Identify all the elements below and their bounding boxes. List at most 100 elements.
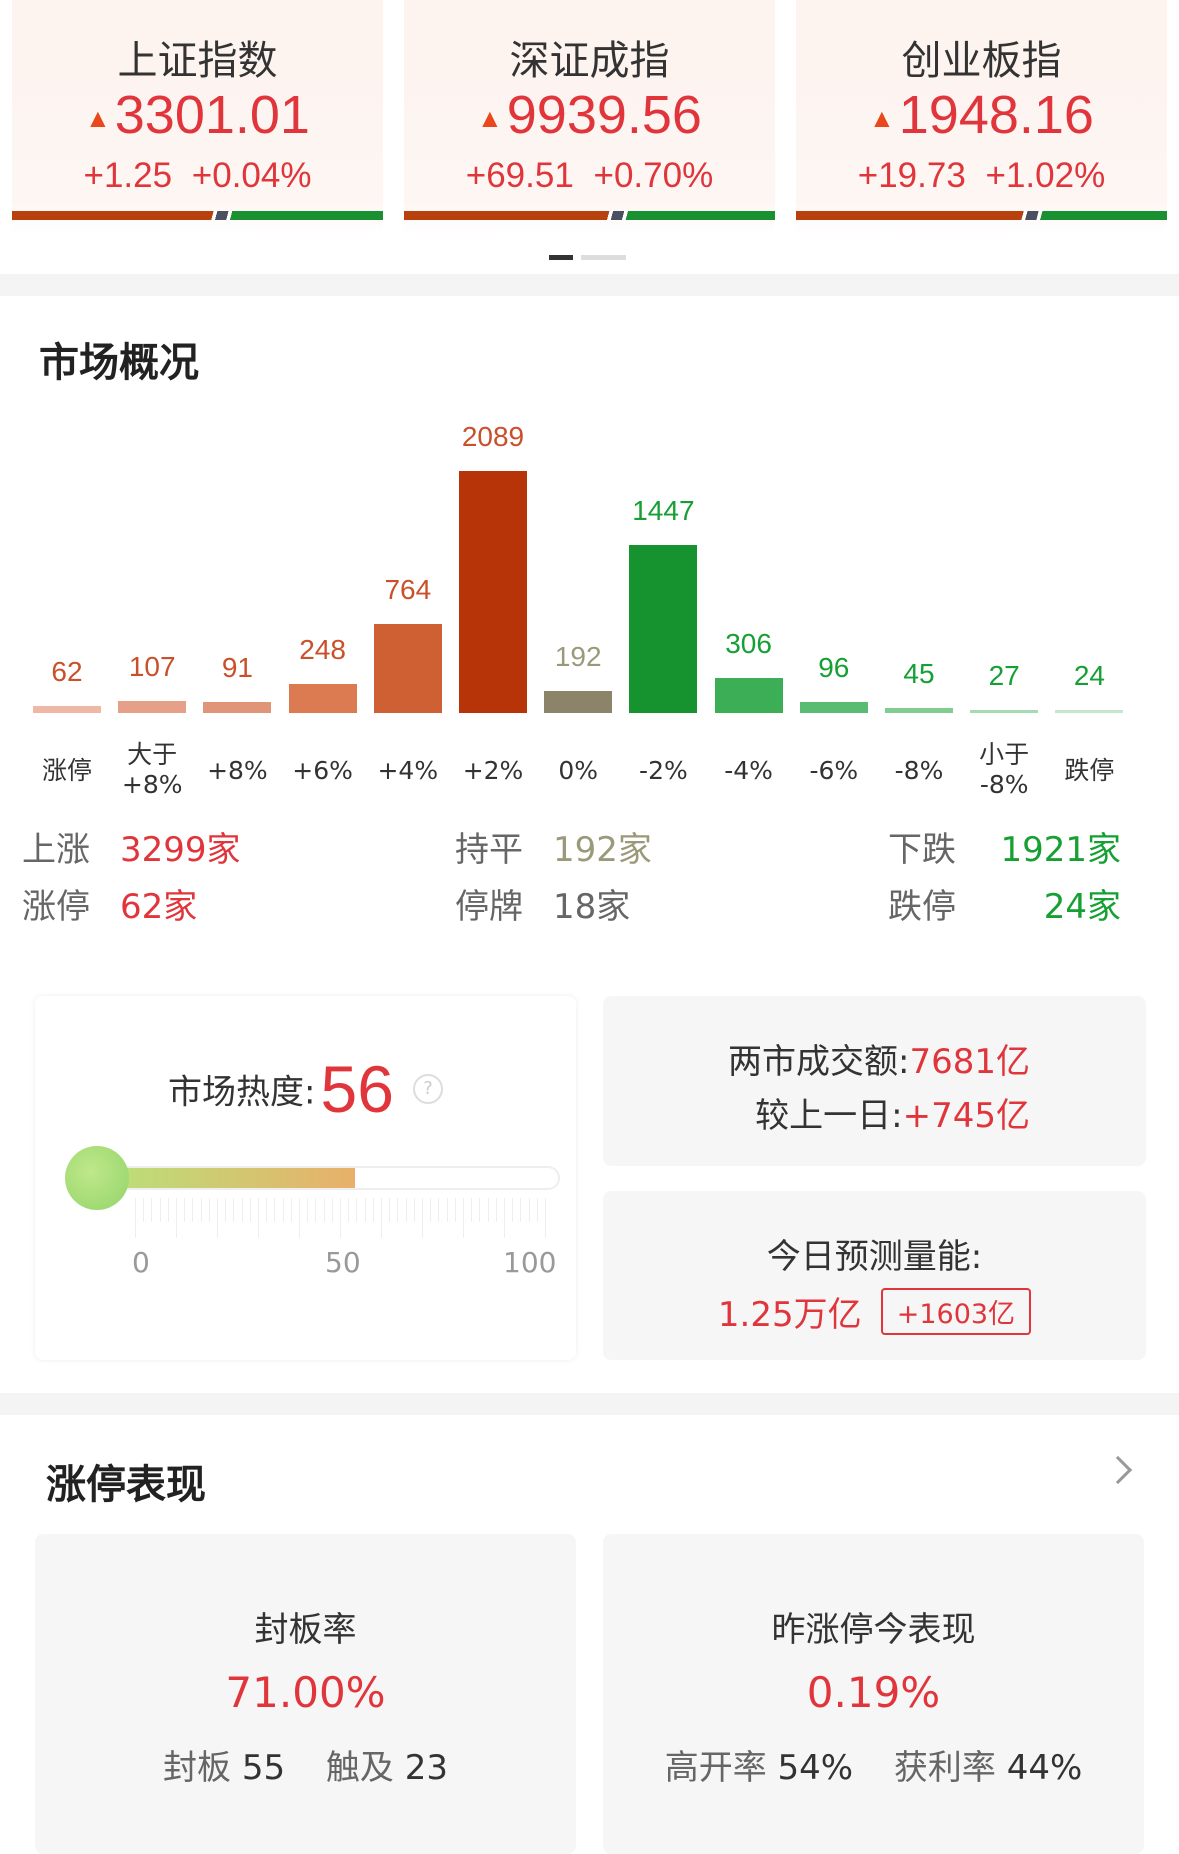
- category-label: -4%: [724, 756, 773, 785]
- market-overview-title: 市场概况: [39, 340, 199, 386]
- card-title: 昨涨停今表现: [771, 1610, 976, 1650]
- bar-value-label: 306: [725, 627, 772, 659]
- market-stat: 上涨: [22, 822, 90, 871]
- limit-up-title: 涨停表现: [46, 1462, 206, 1508]
- sub-value: 55: [241, 1748, 286, 1788]
- bar-value-label: 192: [554, 640, 602, 672]
- category-label: 小于 -8%: [979, 740, 1030, 799]
- updown-ratio-bar: [796, 211, 1167, 220]
- stat-value: 24家: [1043, 887, 1121, 927]
- heat-tick-0: 0: [132, 1246, 150, 1279]
- index-name: 上证指数: [117, 38, 278, 84]
- up-arrow-icon: ▲: [477, 103, 503, 134]
- bar-value-label: 764: [384, 574, 432, 606]
- market-stat: 下跌: [888, 822, 956, 871]
- stat-label: 下跌: [888, 830, 956, 870]
- market-stat: 持平: [455, 822, 523, 871]
- heat-label: 市场热度:: [167, 1072, 316, 1113]
- card-title: 封板率: [254, 1610, 357, 1650]
- stat-label: 停牌: [455, 887, 523, 927]
- category-label: +4%: [377, 756, 439, 785]
- index-pct: +0.70%: [593, 156, 714, 195]
- category-label: 大于 +8%: [121, 740, 183, 799]
- turnover-value: 7681亿: [909, 1042, 1030, 1082]
- turnover-change-label: 较上一日:: [755, 1096, 903, 1136]
- bar-value-label: 24: [1073, 660, 1105, 691]
- market-stat: 涨停: [22, 879, 90, 928]
- index-pct: +0.04%: [191, 156, 312, 195]
- category-label: -8%: [894, 756, 944, 785]
- index-change: +19.73: [857, 156, 966, 195]
- carousel-dot-active[interactable]: [549, 255, 573, 260]
- sub-value: 23: [404, 1748, 448, 1788]
- bar-value-label: 62: [51, 655, 83, 687]
- index-change: +69.51: [465, 156, 574, 195]
- index-name: 深证成指: [509, 38, 670, 84]
- heat-tick-50: 50: [325, 1246, 361, 1279]
- chart-bar: [288, 684, 357, 713]
- updown-ratio-bar: [404, 211, 775, 220]
- index-name: 创业板指: [901, 38, 1062, 84]
- sub-label: 封板: [163, 1748, 232, 1788]
- index-value: 3301.01: [114, 85, 310, 145]
- chart-bar: [118, 700, 187, 713]
- category-label: +6%: [292, 756, 353, 785]
- heat-value: 56: [320, 1052, 394, 1126]
- stat-value: 192家: [553, 830, 652, 870]
- index-card[interactable]: 创业板指 ▲1948.16 +19.73 +1.02%: [796, 0, 1167, 235]
- category-label: +2%: [462, 756, 524, 785]
- chart-bar: [373, 624, 442, 713]
- chevron-right-icon[interactable]: [1103, 1455, 1133, 1485]
- forecast-value: 1.25万亿: [717, 1295, 862, 1335]
- chart-bar: [33, 705, 101, 713]
- card-value: 0.19%: [806, 1668, 941, 1717]
- chart-bar: [714, 677, 783, 713]
- index-card[interactable]: 上证指数 ▲3301.01 +1.25 +0.04%: [12, 0, 383, 235]
- market-stat: 停牌: [455, 879, 523, 928]
- card-value: 71.00%: [225, 1668, 386, 1717]
- turnover-change-value: +745亿: [902, 1096, 1030, 1136]
- turnover-label: 两市成交额:: [728, 1042, 910, 1082]
- sub-value: 44%: [1006, 1748, 1083, 1788]
- index-change: +1.25: [83, 156, 173, 195]
- stat-label: 跌停: [888, 887, 956, 927]
- index-value: 1948.16: [898, 85, 1094, 145]
- bar-value-label: 96: [818, 651, 850, 683]
- bar-value-label: 45: [903, 657, 935, 689]
- stat-label: 上涨: [22, 830, 90, 870]
- bar-value-label: 248: [299, 634, 346, 666]
- stat-value: 18家: [553, 887, 631, 927]
- heat-bulb: [65, 1146, 129, 1210]
- chart-bar: [970, 709, 1039, 713]
- category-label: 0%: [558, 756, 599, 785]
- index-pct: +1.02%: [985, 156, 1106, 195]
- limit-up-card[interactable]: 封板率 71.00% 封板 55 触及 23: [35, 1534, 576, 1854]
- chart-bar: [544, 690, 613, 713]
- help-icon[interactable]: ?: [413, 1074, 444, 1104]
- stat-value: 1921家: [1000, 830, 1121, 870]
- bar-value-label: 27: [988, 659, 1020, 691]
- forecast-badge: +1603亿: [880, 1288, 1032, 1335]
- index-card[interactable]: 深证成指 ▲9939.56 +69.51 +0.70%: [404, 0, 775, 235]
- stat-value: 62家: [120, 887, 198, 927]
- limit-up-card[interactable]: 昨涨停今表现 0.19% 高开率 54% 获利率 44%: [603, 1534, 1144, 1854]
- category-label: 跌停: [1064, 756, 1115, 785]
- sub-label: 高开率: [664, 1748, 767, 1788]
- forecast-label: 今日预测量能:: [766, 1237, 983, 1277]
- section-divider: [0, 1393, 1179, 1415]
- category-label: 涨停: [41, 756, 92, 785]
- bar-value-label: 1447: [632, 495, 695, 527]
- up-arrow-icon: ▲: [85, 103, 111, 134]
- chart-bar: [459, 471, 527, 713]
- market-stat: 跌停: [888, 879, 956, 928]
- sub-label: 获利率: [893, 1748, 996, 1788]
- stat-label: 涨停: [22, 887, 90, 927]
- carousel-dot[interactable]: [581, 255, 626, 260]
- stat-label: 持平: [455, 830, 523, 870]
- category-label: -2%: [639, 756, 688, 785]
- category-label: +8%: [207, 756, 268, 785]
- bar-value-label: 91: [221, 652, 253, 684]
- index-value: 9939.56: [506, 85, 702, 145]
- section-divider: [0, 274, 1179, 296]
- chart-bar: [1055, 710, 1124, 713]
